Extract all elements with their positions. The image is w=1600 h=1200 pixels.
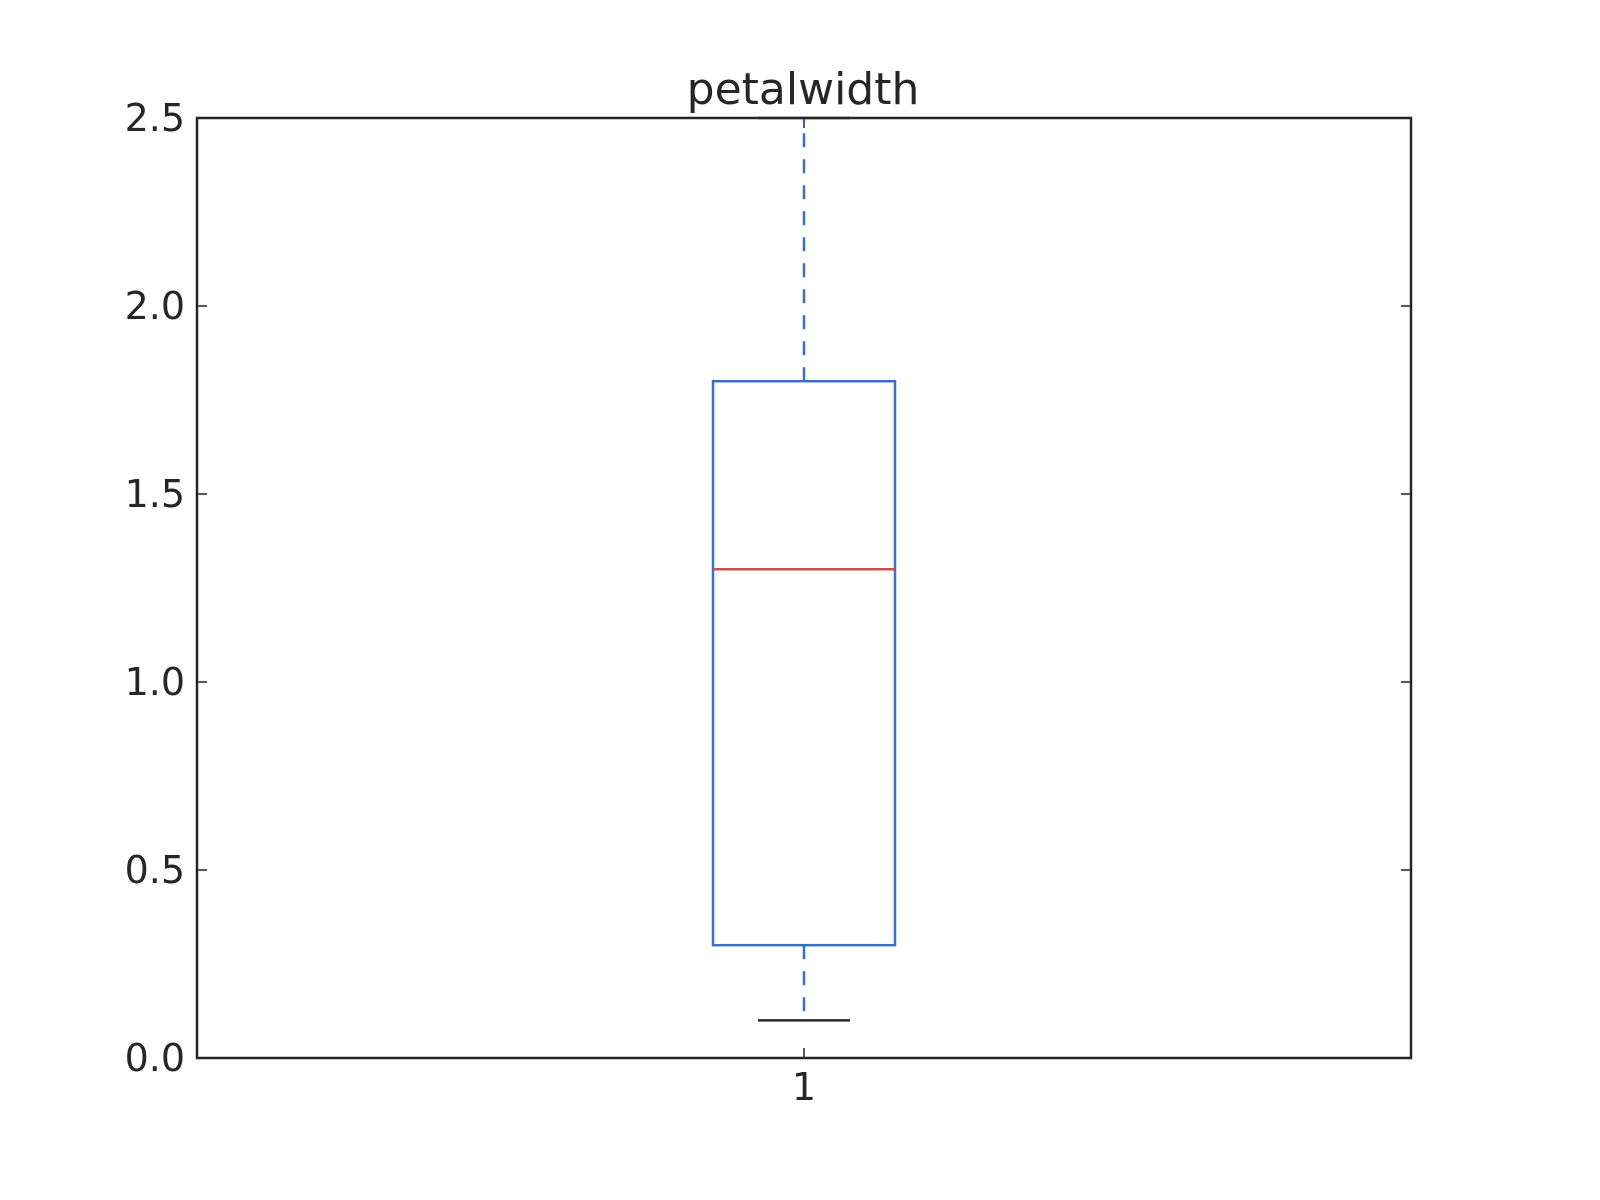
y-tick-label: 0.5	[125, 848, 185, 892]
y-tick-label: 2.0	[125, 284, 185, 328]
y-tick-label: 2.5	[125, 96, 185, 140]
y-tick-label: 1.5	[125, 472, 185, 516]
y-tick-label: 1.0	[125, 660, 185, 704]
axes-frame	[195, 116, 1413, 1060]
iqr-box	[711, 379, 897, 947]
y-tick-label: 0.0	[125, 1036, 185, 1080]
plot-area: 0.0 0.5 1.0 1.5 2.0 2.5 1	[125, 96, 1413, 1109]
x-tick-label: 1	[792, 1065, 816, 1109]
chart-title: petalwidth	[687, 64, 920, 115]
